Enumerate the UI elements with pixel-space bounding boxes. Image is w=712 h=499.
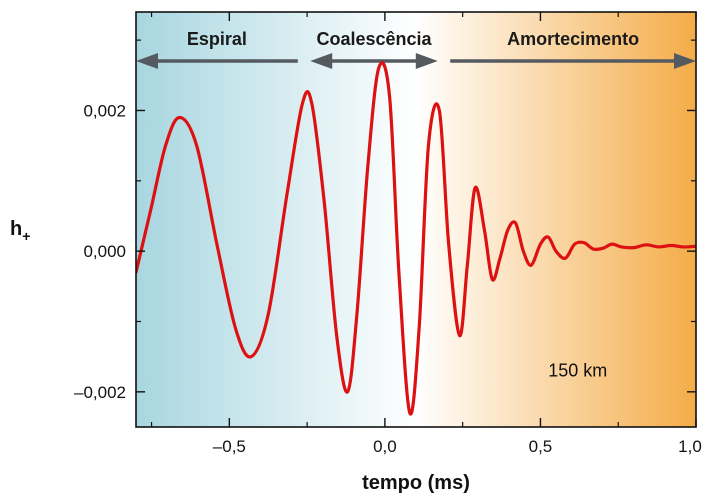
x-tick-label-3: 1,0	[678, 437, 702, 456]
y-tick-label-1: 0,000	[83, 242, 126, 261]
y-axis-title-main: h	[10, 218, 22, 240]
x-tick-label-0: –0,5	[213, 437, 246, 456]
phase-arrow-0	[136, 53, 298, 69]
y-tick-label-0: –0,002	[74, 383, 126, 402]
phase-arrow-head-left-1	[310, 53, 333, 69]
phase-label-1: Coalescência	[316, 29, 432, 49]
phase-arrow-head-left-0	[136, 53, 158, 69]
phase-annotations: Espiral Coalescência Amortecimento	[136, 29, 696, 69]
series-line-h-plus	[136, 61, 696, 416]
plot-frame	[135, 11, 697, 428]
x-tick-label-2: 0,5	[529, 437, 553, 456]
x-axis-title: tempo (ms)	[362, 472, 470, 494]
phase-arrow-head-right-1	[415, 53, 438, 69]
x-tick-label-1: 0,0	[373, 437, 397, 456]
phase-arrow-1	[310, 53, 438, 69]
y-axis-title: h+	[10, 218, 30, 244]
phase-arrow-2	[450, 53, 696, 69]
axis-ticks: –0,5 0,0 0,5 1,0 –0,002 0,000 0,002	[74, 12, 702, 456]
y-axis-title-subscript: +	[22, 228, 30, 244]
phase-label-0: Espiral	[187, 29, 247, 49]
annotations: 150 km	[548, 360, 607, 380]
phase-label-2: Amortecimento	[507, 29, 639, 49]
phase-arrow-head-right-2	[674, 53, 696, 69]
annotation-0: 150 km	[548, 360, 607, 380]
y-tick-label-2: 0,002	[83, 101, 126, 120]
